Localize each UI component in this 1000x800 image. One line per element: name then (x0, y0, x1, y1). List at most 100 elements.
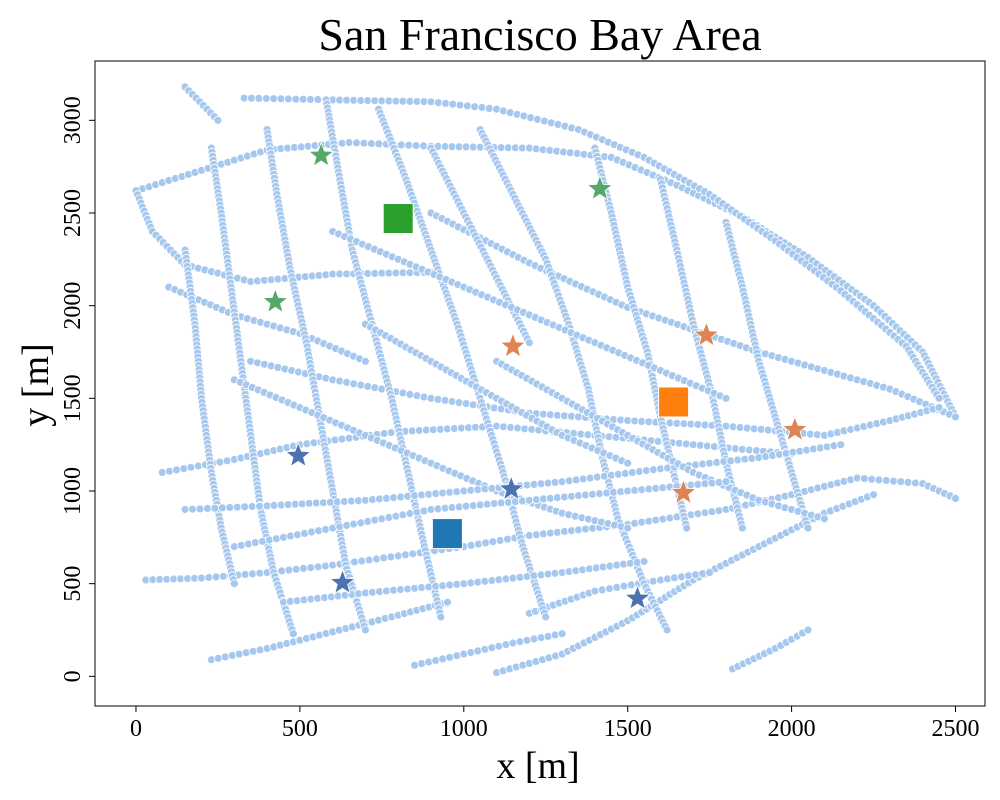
network-point (239, 93, 249, 103)
network-point (350, 557, 359, 567)
network-point (220, 652, 230, 662)
y-axis-label: y [m] (15, 343, 57, 426)
network-point (481, 538, 491, 548)
network-point (426, 97, 436, 107)
network-point (197, 573, 206, 583)
network-point (597, 585, 607, 595)
network-point (466, 541, 476, 550)
network-point (379, 553, 389, 563)
network-point (306, 95, 315, 104)
network-point (874, 475, 884, 485)
network-point (366, 139, 376, 149)
network-point (503, 534, 512, 544)
network-point (836, 440, 846, 450)
network-point (541, 612, 551, 622)
network-point (328, 560, 338, 570)
star-marker (670, 478, 697, 505)
network-point (721, 477, 731, 487)
star-marker (499, 332, 527, 358)
network-point (313, 95, 323, 104)
network-point (889, 476, 898, 486)
x-axis: 0 500 1000 1500 2000 2500 (130, 706, 979, 742)
network-point (820, 514, 829, 524)
network-point (911, 478, 920, 488)
network-point (360, 356, 370, 366)
network-point (441, 99, 451, 108)
network-point (461, 399, 471, 409)
network-point (213, 115, 223, 125)
network-point (204, 573, 214, 582)
network-point (803, 625, 813, 635)
network-point (276, 94, 286, 104)
network-point (662, 625, 672, 635)
network-point (248, 569, 257, 579)
network-point (313, 562, 323, 572)
network-point (234, 649, 244, 659)
network-point (693, 509, 703, 519)
network-point (682, 523, 692, 533)
network-point (232, 502, 242, 512)
network-point (738, 523, 747, 533)
network-point (283, 94, 293, 104)
network-point (677, 572, 686, 582)
network-point (255, 501, 265, 511)
network-point (665, 513, 675, 523)
network-point (515, 637, 525, 647)
network-point (218, 571, 228, 581)
network-point (291, 94, 301, 104)
network-point (352, 138, 361, 148)
network-point (881, 476, 891, 485)
road-network (131, 82, 960, 677)
network-point (195, 504, 205, 514)
network-point (860, 474, 869, 484)
network-point (188, 504, 198, 514)
network-point (269, 94, 279, 104)
network-point (360, 625, 370, 635)
network-point (186, 462, 196, 472)
network-point (299, 564, 308, 573)
network-point (705, 568, 714, 577)
network-point (320, 561, 330, 571)
network-point (488, 537, 498, 547)
network-point (240, 570, 250, 579)
y-tick-label: 1500 (60, 374, 86, 422)
y-tick-label: 0 (60, 670, 86, 682)
network-point (869, 490, 878, 500)
network-point (391, 511, 401, 521)
network-point (386, 552, 396, 562)
star-marker (624, 584, 651, 610)
network-point (277, 566, 287, 576)
network-point (721, 393, 731, 403)
network-point (951, 493, 960, 503)
network-point (211, 572, 221, 582)
network-point (241, 648, 251, 658)
network-point (436, 612, 446, 622)
network-point (903, 477, 913, 487)
square-marker (658, 386, 690, 418)
network-point (623, 523, 633, 533)
network-point (852, 473, 862, 483)
network-point (225, 503, 235, 512)
network-point (180, 505, 190, 514)
y-tick-label: 500 (60, 566, 86, 602)
network-point (473, 539, 483, 549)
chart-title: San Francisco Bay Area (318, 9, 761, 60)
network-point (396, 140, 406, 150)
network-point (524, 338, 534, 348)
network-point (473, 646, 483, 656)
network-point (529, 634, 539, 644)
network-point (398, 388, 408, 398)
network-point (411, 141, 421, 151)
network-point (357, 556, 367, 566)
y-tick-label: 2500 (60, 189, 86, 237)
network-point (590, 586, 600, 596)
y-axis: 0 500 1000 1500 2000 2500 3000 (60, 96, 95, 682)
network-point (442, 597, 452, 607)
network-point (637, 517, 647, 527)
network-point (401, 550, 410, 560)
network-point (349, 519, 359, 529)
x-tick-label: 2500 (931, 716, 979, 742)
network-point (648, 576, 658, 586)
x-tick-label: 1500 (604, 716, 652, 742)
